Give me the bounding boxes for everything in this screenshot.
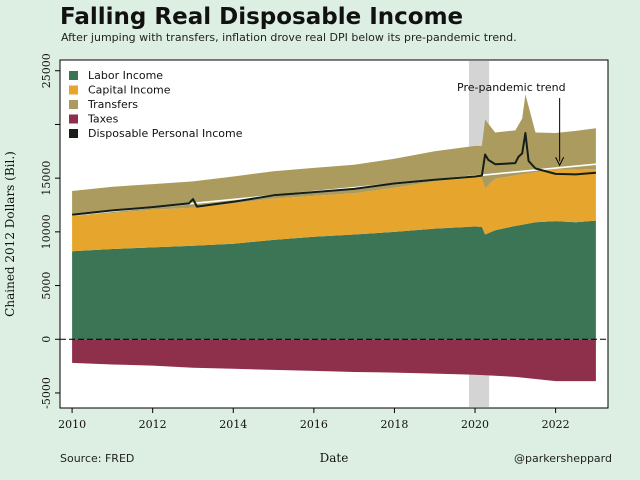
legend-label: Taxes [87, 113, 119, 126]
y-tick-label: 0 [40, 336, 53, 343]
x-tick-label: 2012 [139, 418, 167, 431]
y-axis-label: Chained 2012 Dollars (Bil.) [3, 151, 17, 317]
y-tick-label: 5000 [40, 272, 53, 300]
x-tick-label: 2018 [380, 418, 408, 431]
y-tick-label: 15000 [40, 161, 53, 196]
legend-swatch [69, 114, 78, 124]
taxes-area [72, 339, 596, 382]
annotation-arrowhead [555, 157, 565, 167]
x-tick-label: 2010 [58, 418, 86, 431]
pre-pandemic-trend-line [72, 163, 596, 216]
y-tick-label: 10000 [40, 214, 53, 249]
legend-swatch [69, 129, 78, 138]
capital-income-area [72, 169, 596, 252]
labor-income-area [72, 220, 596, 340]
legend-swatch [69, 85, 78, 95]
x-tick-label: 2014 [219, 418, 247, 431]
x-tick-label: 2016 [300, 418, 328, 431]
y-tick-label: 25000 [40, 53, 53, 88]
y-tick-label: -5000 [40, 377, 53, 409]
legend-swatch [69, 71, 78, 80]
legend-swatch [69, 100, 78, 109]
legend-label: Labor Income [88, 69, 163, 82]
x-axis-label: Date [320, 451, 349, 465]
x-tick-label: 2020 [461, 418, 489, 431]
chart-title: Falling Real Disposable Income [60, 4, 464, 30]
transfers-area [72, 94, 596, 216]
trend-annotation: Pre-pandemic trend [457, 81, 566, 94]
x-tick-label: 2022 [542, 418, 570, 431]
legend-label: Disposable Personal Income [88, 127, 243, 140]
dpi-line [71, 132, 596, 216]
author-handle: @parkersheppard [513, 452, 612, 465]
legend-label: Capital Income [88, 84, 171, 97]
legend-label: Transfers [87, 98, 138, 111]
chart-subtitle: After jumping with transfers, inflation … [61, 31, 517, 44]
source-note: Source: FRED [60, 452, 135, 465]
